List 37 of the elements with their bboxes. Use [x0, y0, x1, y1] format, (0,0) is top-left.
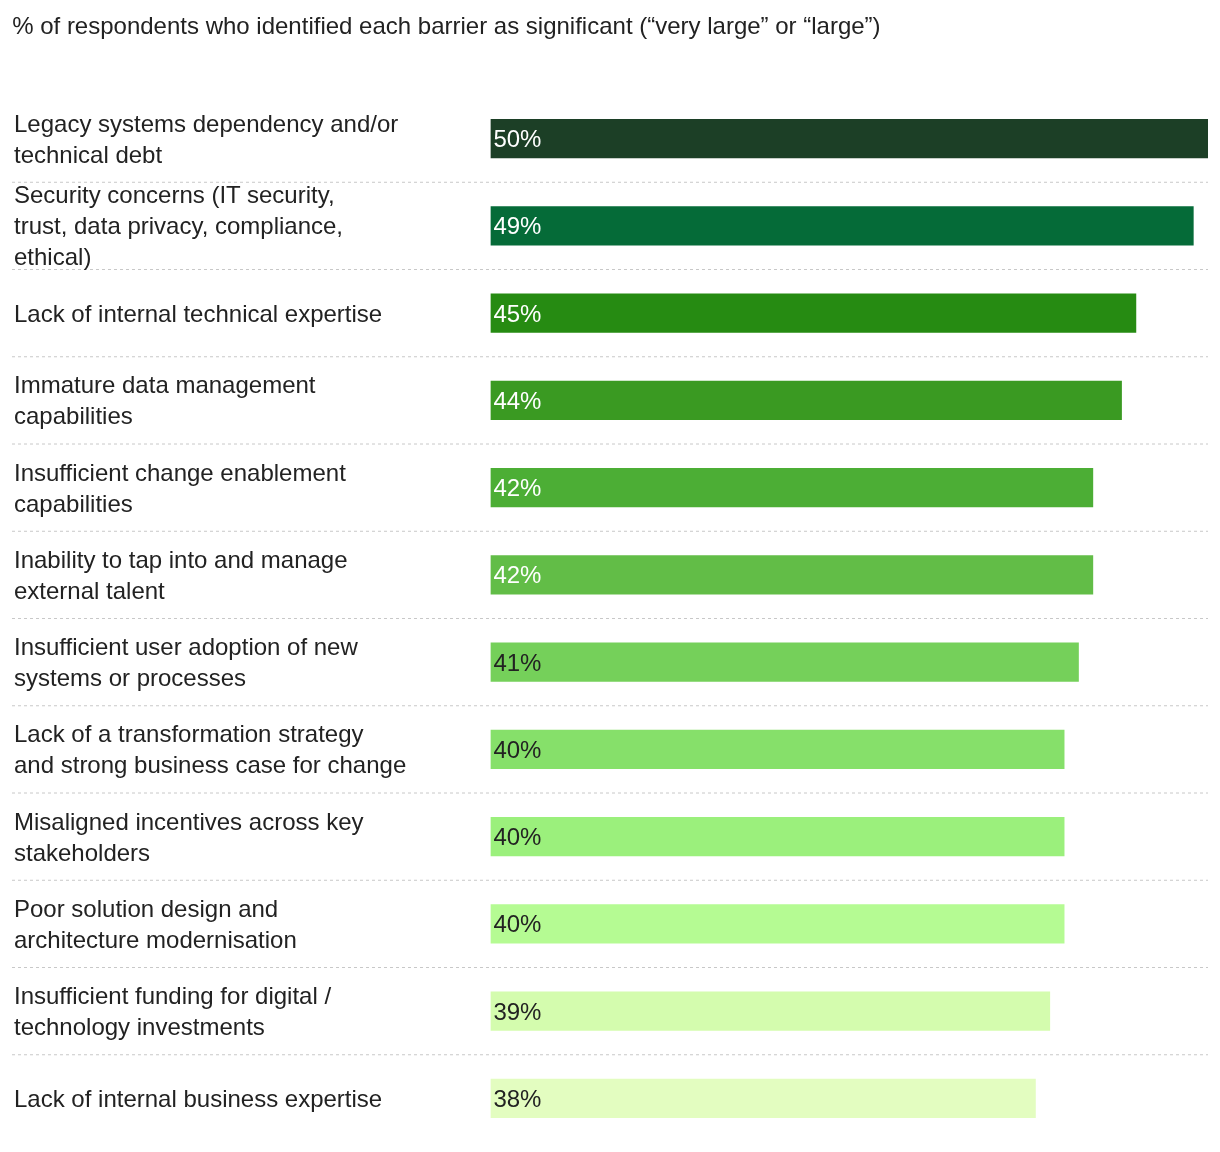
data-label: 44% — [493, 386, 542, 414]
bar — [490, 729, 1065, 770]
data-label: 42% — [493, 474, 542, 502]
y-tick-label: Security concerns (IT security, trust, data privacy, compliance, ethical) — [14, 181, 344, 271]
data-label: 39% — [493, 997, 542, 1025]
bar — [490, 555, 1094, 595]
bar — [490, 1078, 1036, 1119]
data-label: 45% — [493, 299, 542, 327]
y-tick-label: Poor solution design and architecture modernisation — [14, 895, 297, 954]
chart-title: % of respondents who identified each barrier as significant (“very large” or “large”) — [12, 12, 881, 40]
y-tick-label: Misaligned incentives across key stakeholders — [14, 808, 364, 867]
bar — [490, 642, 1079, 682]
bar — [490, 816, 1065, 857]
y-tick-label: Insufficient user adoption of new systems or processes — [14, 633, 359, 692]
data-label: 42% — [493, 561, 542, 589]
bar — [490, 991, 1051, 1031]
bar — [490, 206, 1194, 246]
y-tick-label: Lack of internal technical expertise — [14, 300, 383, 327]
data-label: 38% — [493, 1084, 542, 1112]
data-label: 50% — [493, 125, 542, 153]
y-tick-label: Legacy systems dependency and/or technical debt — [14, 110, 399, 169]
y-tick-label: Insufficient funding for digital / technology investments — [14, 982, 332, 1041]
y-tick-label: Lack of internal business expertise — [14, 1085, 383, 1112]
y-tick-label: Inability to tap into and manage external talent — [14, 546, 348, 605]
data-label: 40% — [493, 910, 542, 938]
data-label: 40% — [493, 735, 542, 763]
bar — [490, 904, 1065, 944]
y-tick-label: Immature data management capabilities — [14, 371, 316, 430]
bar — [490, 118, 1208, 159]
data-label: 41% — [493, 648, 542, 676]
bar — [490, 293, 1137, 333]
y-tick-label: Lack of a transformation strategy and strong business case for change — [14, 720, 407, 779]
data-label: 40% — [493, 823, 542, 851]
bar — [490, 467, 1094, 508]
bar — [490, 380, 1122, 421]
y-tick-label: Insufficient change enablement capabilities — [14, 459, 347, 518]
data-label: 49% — [493, 212, 542, 240]
